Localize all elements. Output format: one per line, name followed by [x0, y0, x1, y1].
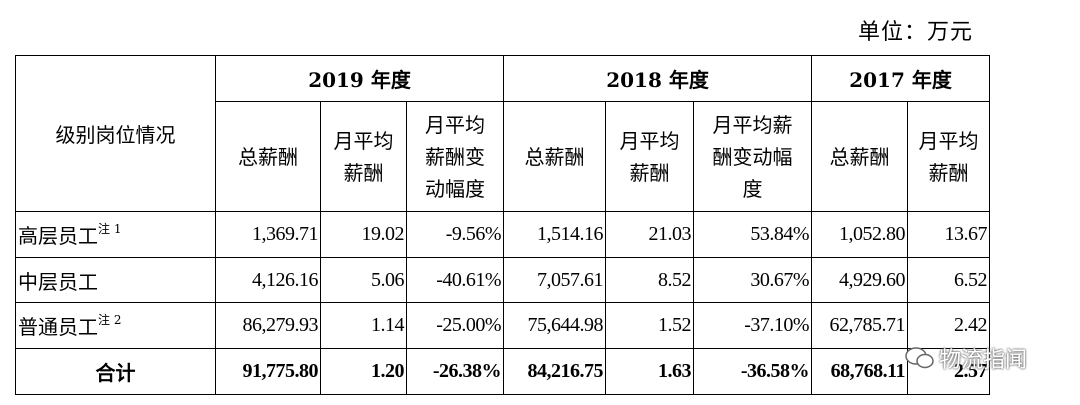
table-cell: 1,052.80 [811, 211, 909, 258]
table-row: 中层员工 4,126.16 5.06 -40.61% 7,057.61 8.52 30.67… [15, 257, 991, 303]
row-header: 级别岗位情况 [55, 123, 176, 147]
sub-header-2018-change: 月平均薪 酬变动幅度 [693, 101, 813, 212]
total-cell: 1.20 [320, 348, 407, 395]
year-header-2017: 2017 年度 [811, 55, 991, 102]
table-cell: 2.42 [907, 302, 991, 349]
table-cell: 5.06 [320, 257, 407, 303]
row-note: 注 1 [98, 222, 122, 237]
table-cell: 53.84% [693, 211, 813, 258]
total-cell: 91,775.80 [215, 348, 321, 395]
table-cell: 13.67 [907, 211, 991, 258]
table-cell: 1.14 [320, 302, 407, 349]
watermark-text: 物流指闻 [939, 348, 1028, 373]
sub-header-2018-monthly: 月平均 薪酬 [605, 101, 695, 212]
sub-header-2019-monthly: 月平均 薪酬 [320, 101, 407, 212]
row-label-text: 高层员工 [18, 224, 98, 248]
table-cell: -37.10% [693, 302, 813, 349]
total-row: 合计 91,775.80 1.20 -26.38% 84,216.75 1.63 -36.5… [15, 348, 991, 395]
table-cell: 6.52 [907, 257, 991, 303]
row-note: 注 2 [98, 313, 122, 328]
table-cell: 8.52 [605, 257, 695, 303]
table-cell: 1.52 [605, 302, 695, 349]
year-header-2019: 2019 年度 [214, 55, 505, 102]
table-cell: 86,279.93 [215, 302, 321, 349]
table-cell: 4,929.60 [811, 257, 909, 303]
row-header-cell: 级别岗位情况 [15, 55, 216, 212]
row-label: 高层员工注 1 [15, 211, 216, 258]
total-cell: -36.58% [693, 348, 813, 395]
sub-header-2019-total: 总薪酬 [215, 101, 321, 212]
table-cell: -40.61% [405, 257, 505, 303]
table-row: 普通员工注 2 86,279.93 1.14 -25.00% 75,644.98 1.52… [15, 302, 991, 349]
table-row: 高层员工注 1 1,369.71 19.02 -9.56% 1,514.16 21.03 5… [15, 211, 991, 258]
total-cell: 84,216.75 [503, 348, 607, 395]
table-cell: 1,369.71 [215, 211, 321, 258]
total-cell: 1.63 [605, 348, 695, 395]
sub-header-2018-total: 总薪酬 [503, 101, 607, 212]
year-header-2018: 2018 年度 [503, 55, 813, 102]
total-cell: 68,768.11 [811, 348, 909, 395]
row-label-text: 中层员工 [18, 269, 98, 294]
table-cell: 7,057.61 [503, 257, 607, 303]
row-label: 中层员工 [15, 257, 216, 303]
watermark: 物流指闻 [905, 342, 1027, 376]
row-label-text: 普通员工 [18, 315, 98, 339]
table-cell: 4,126.16 [215, 257, 321, 303]
sub-header-2017-monthly: 月平均 薪酬 [907, 101, 991, 212]
table-cell: -9.56% [405, 211, 505, 258]
table-cell: 1,514.16 [503, 211, 607, 258]
sub-header-2019-change: 月平均 薪酬变 动幅度 [405, 101, 505, 212]
unit-label: 单位：万元 [858, 20, 974, 45]
table-cell: -25.00% [405, 302, 505, 349]
table-cell: 62,785.71 [811, 302, 909, 349]
wechat-icon [905, 346, 935, 376]
table-cell: 19.02 [320, 211, 407, 258]
table-cell: 75,644.98 [503, 302, 607, 349]
total-cell: -26.38% [405, 348, 505, 395]
total-label: 合计 [15, 348, 216, 395]
total-cell: 2.57 [907, 348, 991, 395]
salary-table: 级别岗位情况 2019 年度 2018 年度 2017 年度 总薪酬 月平均 薪酬… [15, 55, 991, 395]
table-cell: 21.03 [605, 211, 695, 258]
sub-header-2017-total: 总薪酬 [811, 101, 909, 212]
row-label: 普通员工注 2 [15, 302, 216, 349]
table-cell: 30.67% [693, 257, 813, 303]
